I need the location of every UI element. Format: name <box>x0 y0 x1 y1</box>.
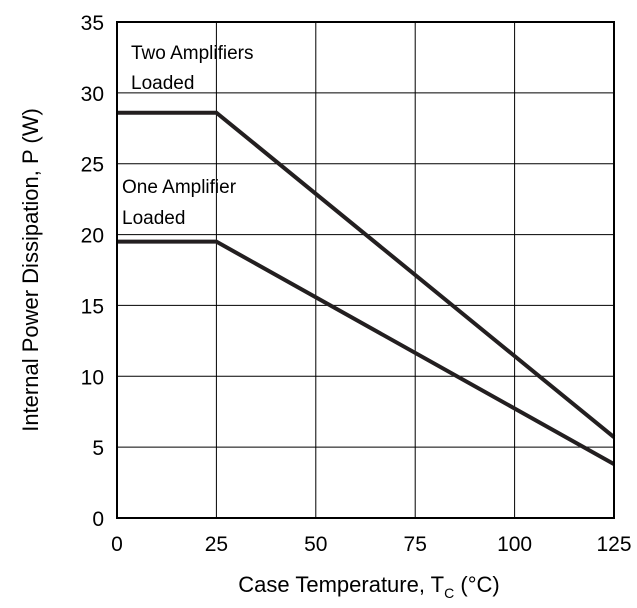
x-axis-title-main: Case Temperature, T <box>238 572 444 597</box>
series-lines <box>117 110 616 466</box>
x-axis-title-unit: (°C) <box>454 572 499 597</box>
y-tick-label-15: 15 <box>81 295 104 318</box>
annotation-two-amplifiers-line1: Two Amplifiers <box>131 43 253 64</box>
series-line-1 <box>117 239 615 466</box>
y-tick-label-35: 35 <box>81 12 104 35</box>
series-line-0 <box>117 110 616 439</box>
y-tick-label-25: 25 <box>81 154 104 177</box>
y-tick-label-0: 0 <box>92 508 104 531</box>
x-axis-title-subscript: C <box>444 585 454 601</box>
grid <box>117 22 614 518</box>
y-tick-label-5: 5 <box>92 437 104 460</box>
annotation-one-amplifier-line1: One Amplifier <box>122 177 237 198</box>
y-tick-label-20: 20 <box>81 225 104 248</box>
x-axis-title: Case Temperature, TC (°C) <box>238 572 499 601</box>
x-tick-label-75: 75 <box>404 533 427 556</box>
x-tick-label-100: 100 <box>497 533 532 556</box>
annotation-one-amplifier-line2: Loaded <box>122 208 185 229</box>
y-tick-label-30: 30 <box>81 83 104 106</box>
y-axis-title: Internal Power Dissipation, P (W) <box>18 108 43 432</box>
annotation-two-amplifiers-line2: Loaded <box>131 73 194 94</box>
x-tick-label-25: 25 <box>205 533 228 556</box>
x-tick-label-125: 125 <box>596 533 631 556</box>
x-tick-label-0: 0 <box>111 533 123 556</box>
plot-frame <box>116 21 615 519</box>
y-tick-label-10: 10 <box>81 366 104 389</box>
tick-labels: 0 25 50 75 100 125 0 5 10 15 20 25 30 35 <box>81 12 632 556</box>
x-tick-label-50: 50 <box>304 533 327 556</box>
